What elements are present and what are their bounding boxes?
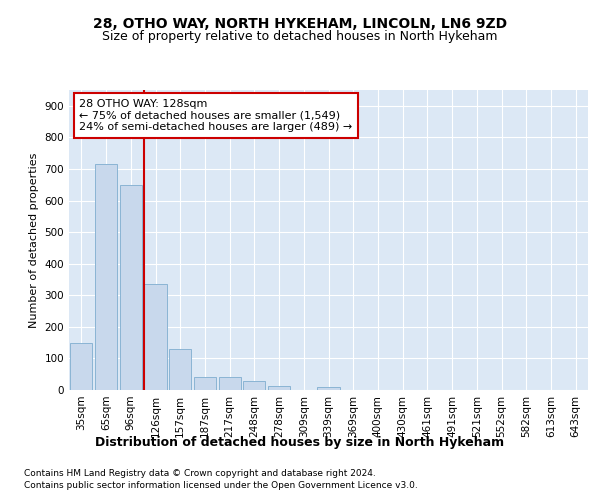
Text: Distribution of detached houses by size in North Hykeham: Distribution of detached houses by size … — [95, 436, 505, 449]
Bar — [317, 387, 340, 390]
Text: Contains HM Land Registry data © Crown copyright and database right 2024.: Contains HM Land Registry data © Crown c… — [24, 470, 376, 478]
Bar — [218, 376, 241, 390]
Bar — [119, 184, 142, 390]
Bar — [194, 376, 216, 390]
Bar — [243, 380, 265, 390]
Bar — [145, 284, 167, 390]
Text: Size of property relative to detached houses in North Hykeham: Size of property relative to detached ho… — [102, 30, 498, 43]
Bar — [169, 349, 191, 390]
Bar — [268, 386, 290, 390]
Y-axis label: Number of detached properties: Number of detached properties — [29, 152, 39, 328]
Bar — [95, 164, 117, 390]
Text: 28 OTHO WAY: 128sqm
← 75% of detached houses are smaller (1,549)
24% of semi-det: 28 OTHO WAY: 128sqm ← 75% of detached ho… — [79, 99, 353, 132]
Bar — [70, 342, 92, 390]
Text: 28, OTHO WAY, NORTH HYKEHAM, LINCOLN, LN6 9ZD: 28, OTHO WAY, NORTH HYKEHAM, LINCOLN, LN… — [93, 18, 507, 32]
Text: Contains public sector information licensed under the Open Government Licence v3: Contains public sector information licen… — [24, 482, 418, 490]
